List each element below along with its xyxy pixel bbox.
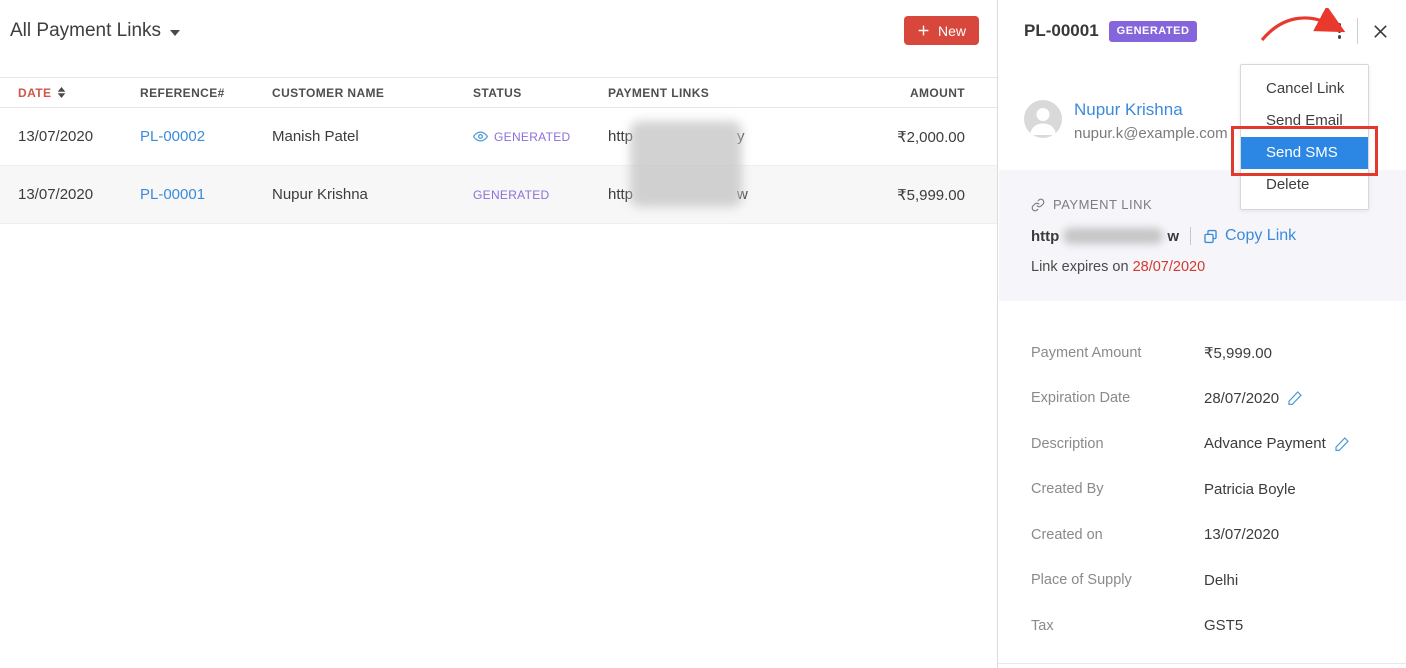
payment-link-url: http <box>1031 227 1060 245</box>
customer-block: Nupur Krishna nupur.k@example.com <box>1024 100 1228 142</box>
link-expiry-text: Link expires on 28/07/2020 <box>1031 259 1206 275</box>
column-header-reference: REFERENCE# <box>140 85 225 100</box>
menu-item-send-sms[interactable]: Send SMS <box>1241 137 1368 169</box>
more-actions-menu: Cancel Link Send Email Send SMS Delete <box>1240 64 1369 210</box>
plus-icon <box>917 24 930 37</box>
cell-customer: Manish Patel <box>272 128 359 145</box>
reference-link[interactable]: PL-00001 <box>140 186 206 203</box>
details-list: Payment Amount ₹5,999.00 Expiration Date… <box>1031 330 1392 649</box>
avatar <box>1024 100 1062 138</box>
detail-row-place-of-supply: Place of Supply Delhi <box>1031 571 1239 589</box>
new-button[interactable]: New <box>904 16 980 45</box>
cell-date: 13/07/2020 <box>18 128 94 145</box>
customer-email: nupur.k@example.com <box>1074 125 1228 142</box>
copy-icon <box>1202 228 1219 245</box>
cell-date: 13/07/2020 <box>18 186 94 203</box>
table-header: DATE REFERENCE# CUSTOMER NAME STATUS PAY… <box>0 77 997 108</box>
edit-pencil-icon[interactable] <box>1287 390 1303 406</box>
new-button-label: New <box>938 22 967 39</box>
copy-link-button[interactable]: Copy Link <box>1202 227 1296 245</box>
payment-link-url: http w <box>608 186 748 203</box>
column-header-amount: AMOUNT <box>909 85 965 100</box>
header-divider <box>1357 18 1358 44</box>
more-actions-icon[interactable] <box>1331 18 1349 44</box>
chain-link-icon <box>1031 198 1045 212</box>
detail-row-payment-amount: Payment Amount ₹5,999.00 <box>1031 344 1272 362</box>
column-header-status: STATUS <box>473 85 522 100</box>
status-badge: GENERATED <box>1108 20 1198 42</box>
status-badge: GENERATED <box>473 187 550 202</box>
cell-amount: ₹2,000.00 <box>897 128 965 146</box>
column-header-payment-links: PAYMENT LINKS <box>608 85 710 100</box>
redacted-url-blur <box>1063 228 1164 244</box>
cell-customer: Nupur Krishna <box>272 186 368 203</box>
page-title-dropdown[interactable]: All Payment Links <box>10 20 181 42</box>
copy-link-label: Copy Link <box>1225 227 1297 244</box>
column-header-date[interactable]: DATE <box>18 86 140 100</box>
panel-bottom-divider <box>998 663 1406 664</box>
menu-item-cancel-link[interactable]: Cancel Link <box>1266 80 1345 97</box>
table-row[interactable]: 13/07/2020 PL-00002 Manish Patel GENERAT… <box>0 108 997 166</box>
menu-item-send-email[interactable]: Send Email <box>1266 112 1343 129</box>
detail-row-created-on: Created on 13/07/2020 <box>1031 526 1280 544</box>
eye-icon <box>473 129 488 144</box>
panel-title: PL-00001 <box>1024 21 1099 40</box>
link-divider <box>1190 227 1191 245</box>
status-badge: GENERATED <box>473 129 608 144</box>
customer-name-link[interactable]: Nupur Krishna <box>1074 100 1183 119</box>
page-title: All Payment Links <box>10 20 162 41</box>
detail-row-created-by: Created By Patricia Boyle <box>1031 480 1296 498</box>
sort-icon <box>57 87 66 98</box>
reference-link[interactable]: PL-00002 <box>140 128 206 145</box>
detail-panel-header: PL-00001 GENERATED <box>998 0 1406 44</box>
column-header-customer: CUSTOMER NAME <box>272 85 385 100</box>
table-row[interactable]: 13/07/2020 PL-00001 Nupur Krishna GENERA… <box>0 166 997 224</box>
close-icon[interactable] <box>1367 20 1394 43</box>
payment-links-table: 13/07/2020 PL-00002 Manish Patel GENERAT… <box>0 108 997 224</box>
detail-row-expiration-date: Expiration Date 28/07/2020 <box>1031 376 1392 422</box>
chevron-down-icon <box>170 29 181 36</box>
detail-row-tax: Tax GST5 <box>1031 617 1244 635</box>
payment-link-url: http y <box>608 128 745 145</box>
cell-amount: ₹5,999.00 <box>897 186 965 204</box>
payment-link-section-label: PAYMENT LINK <box>1053 197 1153 212</box>
edit-pencil-icon[interactable] <box>1334 436 1350 452</box>
menu-item-delete[interactable]: Delete <box>1266 176 1310 193</box>
detail-row-description: Description Advance Payment <box>1031 421 1392 467</box>
link-expiry-date: 28/07/2020 <box>1132 259 1206 275</box>
